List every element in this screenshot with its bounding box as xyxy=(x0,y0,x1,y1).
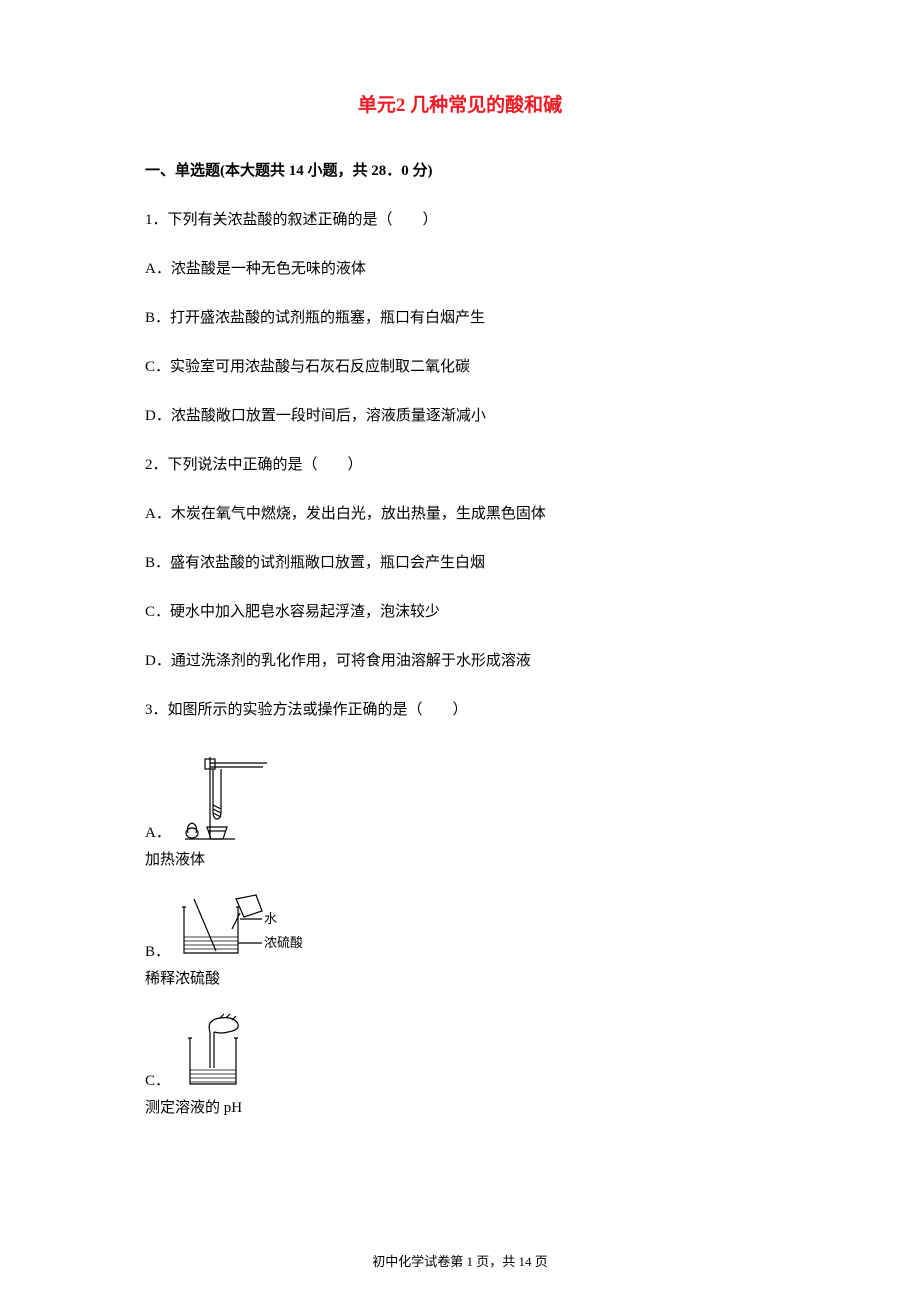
q1-option-B: B．打开盛浓盐酸的试剂瓶的瓶塞，瓶口有白烟产生 xyxy=(145,308,775,329)
page-footer: 初中化学试卷第 1 页，共 14 页 xyxy=(0,1251,920,1270)
label-acid: 浓硫酸 xyxy=(264,935,303,950)
q1-stem: 1．下列有关浓盐酸的叙述正确的是（ ） xyxy=(145,210,775,231)
q2-option-C: C．硬水中加入肥皂水容易起浮渣，泡沫较少 xyxy=(145,602,775,623)
q2-option-D: D．通过洗涤剂的乳化作用，可将食用油溶解于水形成溶液 xyxy=(145,651,775,672)
q2-stem: 2．下列说法中正确的是（ ） xyxy=(145,455,775,476)
diagram-measure-ph xyxy=(176,1012,256,1092)
q2-option-B: B．盛有浓盐酸的试剂瓶敞口放置，瓶口会产生白烟 xyxy=(145,553,775,574)
section-heading: 一、单选题(本大题共 14 小题，共 28．0 分) xyxy=(145,159,775,180)
q3-option-A-caption: 加热液体 xyxy=(145,850,775,871)
q3-option-B-caption: 稀释浓硫酸 xyxy=(145,969,775,990)
q3-option-C-row: C． xyxy=(145,1012,775,1092)
q3-option-A-letter: A． xyxy=(145,821,171,844)
page-title: 单元2 几种常见的酸和碱 xyxy=(145,90,775,117)
q3-option-A-row: A． xyxy=(145,749,775,844)
diagram-dilute-acid: 水 浓硫酸 xyxy=(176,893,306,963)
q1-option-C: C．实验室可用浓盐酸与石灰石反应制取二氧化碳 xyxy=(145,357,775,378)
q1-option-D: D．浓盐酸敞口放置一段时间后，溶液质量逐渐减小 xyxy=(145,406,775,427)
diagram-heating-liquid xyxy=(177,749,272,844)
q2-option-A: A．木炭在氧气中燃烧，发出白光，放出热量，生成黑色固体 xyxy=(145,504,775,525)
q3-option-C-letter: C． xyxy=(145,1069,170,1092)
q3-option-B-letter: B． xyxy=(145,940,170,963)
q3-stem: 3．如图所示的实验方法或操作正确的是（ ） xyxy=(145,700,775,721)
label-water: 水 xyxy=(264,911,277,926)
q1-option-A: A．浓盐酸是一种无色无味的液体 xyxy=(145,259,775,280)
q3-option-C-caption: 测定溶液的 pH xyxy=(145,1098,775,1119)
q3-option-B-row: B． xyxy=(145,893,775,963)
